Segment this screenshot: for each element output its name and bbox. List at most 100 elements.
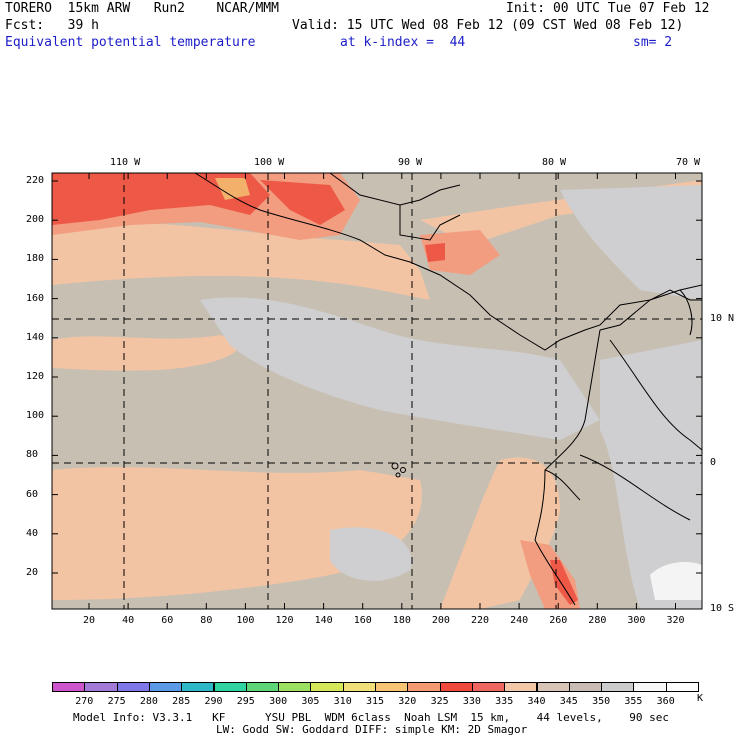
x-tick-label: 80 — [200, 615, 213, 626]
lon-label: 100 W — [254, 157, 285, 168]
colorbar-swatch — [568, 682, 603, 692]
lon-label: 90 W — [398, 157, 423, 168]
colorbar-label: 355 — [624, 696, 643, 707]
y-tick-label: 100 — [26, 410, 45, 422]
colorbar-swatch — [278, 682, 312, 692]
colorbar-unit: K — [697, 693, 704, 704]
colorbar-swatch — [633, 682, 667, 692]
lat-label: 0 — [710, 457, 717, 468]
gray-region-land-east — [600, 340, 702, 609]
colorbar-swatch — [181, 682, 215, 692]
colorbar-label: 360 — [656, 696, 675, 707]
x-tick-label: 260 — [549, 615, 568, 626]
forecast-hour: Fcst: 39 h — [5, 18, 99, 33]
colorbar-label: 280 — [139, 696, 158, 707]
border-guatemala — [399, 205, 461, 241]
colorbar-label: 270 — [75, 696, 94, 707]
x-tick-label: 40 — [122, 615, 135, 626]
colorbar-swatch — [116, 682, 150, 692]
border-ecuador-peru — [579, 454, 691, 521]
colorbar-swatch — [665, 682, 699, 692]
peach-band-west — [52, 335, 238, 371]
colorbar-swatch — [213, 682, 247, 692]
model-title: TORERO 15km ARW Run2 NCAR/MMM — [5, 1, 279, 16]
colorbar-swatch — [601, 682, 635, 692]
x-tick-label: 160 — [353, 615, 372, 626]
x-tick-label: 220 — [471, 615, 490, 626]
white-patch-southeast — [650, 562, 702, 600]
colorbar-swatch — [471, 682, 506, 692]
y-tick-label: 220 — [26, 175, 45, 186]
plot-frame — [51, 172, 703, 610]
coastlines — [194, 173, 702, 606]
x-tick-label: 100 — [236, 615, 255, 626]
red-region-peru — [550, 560, 578, 605]
colorbar-label: 290 — [204, 696, 223, 707]
colorbar-label: 275 — [107, 696, 126, 707]
border-ecuador — [544, 469, 581, 501]
physics-info: LW: Godd SW: Goddard DIFF: simple KM: 2D… — [216, 723, 528, 736]
red-region-mexico-coast — [260, 180, 345, 225]
x-tick-label: 280 — [588, 615, 607, 626]
y-tick-label: 60 — [26, 488, 39, 500]
x-tick-label: 300 — [627, 615, 646, 626]
colorbar-label: 300 — [269, 696, 288, 707]
model-info: Model Info: V3.3.1 KF YSU PBL WDM 6class… — [73, 711, 670, 724]
colorbar-label: 350 — [592, 696, 611, 707]
colorbar-label: 340 — [527, 696, 546, 707]
colorbar-swatch — [342, 682, 376, 692]
x-tick-label: 20 — [83, 615, 96, 626]
colorbar-label: 330 — [462, 696, 481, 707]
y-tick-label: 180 — [26, 253, 45, 265]
field-name: Equivalent potential temperature — [5, 35, 256, 50]
valid-time: Valid: 15 UTC Wed 08 Feb 12 (09 CST Wed … — [292, 18, 684, 33]
gray-region-south — [330, 527, 412, 581]
x-tick-label: 320 — [666, 615, 685, 626]
colorbar-swatch — [375, 682, 409, 692]
red-spot-honduras — [425, 243, 445, 262]
lon-label: 110 W — [110, 157, 141, 168]
gray-region-northeast — [560, 185, 702, 300]
x-tick-label: 200 — [431, 615, 450, 626]
lon-label: 70 W — [676, 157, 701, 168]
colorbar-label: 310 — [333, 696, 352, 707]
galapagos-island-2 — [400, 467, 406, 473]
axis-ticks — [52, 173, 702, 609]
y-tick-label: 80 — [26, 449, 39, 461]
y-tick-label: 20 — [26, 567, 39, 578]
colorbar-swatch — [148, 682, 183, 692]
theta-e-field — [52, 173, 702, 609]
border-colombia-venezuela — [609, 339, 702, 451]
peach-band-north — [52, 222, 430, 300]
smoothing-value: sm= 2 — [633, 35, 673, 50]
x-tick-label: 180 — [392, 615, 411, 626]
y-tick-label: 160 — [26, 292, 45, 304]
x-tick-label: 240 — [510, 615, 529, 626]
colorbar-swatch — [407, 682, 441, 692]
coastline-pacific-central-america — [194, 173, 702, 351]
x-tick-label: 60 — [161, 615, 174, 626]
colorbar-label: 315 — [365, 696, 385, 707]
salmon-region-central-america — [420, 230, 500, 275]
x-tick-label: 120 — [275, 615, 294, 626]
lon-label: 80 W — [542, 157, 567, 168]
colorbar-swatch — [52, 682, 86, 692]
y-tick-label: 40 — [26, 527, 39, 539]
graticule — [52, 173, 702, 609]
colorbar-label: 325 — [430, 696, 449, 707]
colorbar-swatch — [439, 682, 473, 692]
colorbar-swatch — [536, 682, 570, 692]
colorbar-label: 305 — [301, 696, 320, 707]
lat-label: 10 N — [710, 313, 735, 324]
orange-spot — [215, 178, 250, 200]
y-tick-label: 140 — [26, 331, 45, 343]
coastline-mexico-gulf — [329, 173, 461, 206]
y-tick-label: 200 — [26, 214, 45, 226]
galapagos-island-3 — [395, 472, 401, 478]
x-tick-label: 140 — [314, 615, 333, 626]
colorbar-swatch — [310, 682, 344, 692]
colorbar-label: 335 — [495, 696, 514, 707]
colorbar-swatch — [504, 682, 538, 692]
coastline-colombia-north — [599, 289, 702, 331]
